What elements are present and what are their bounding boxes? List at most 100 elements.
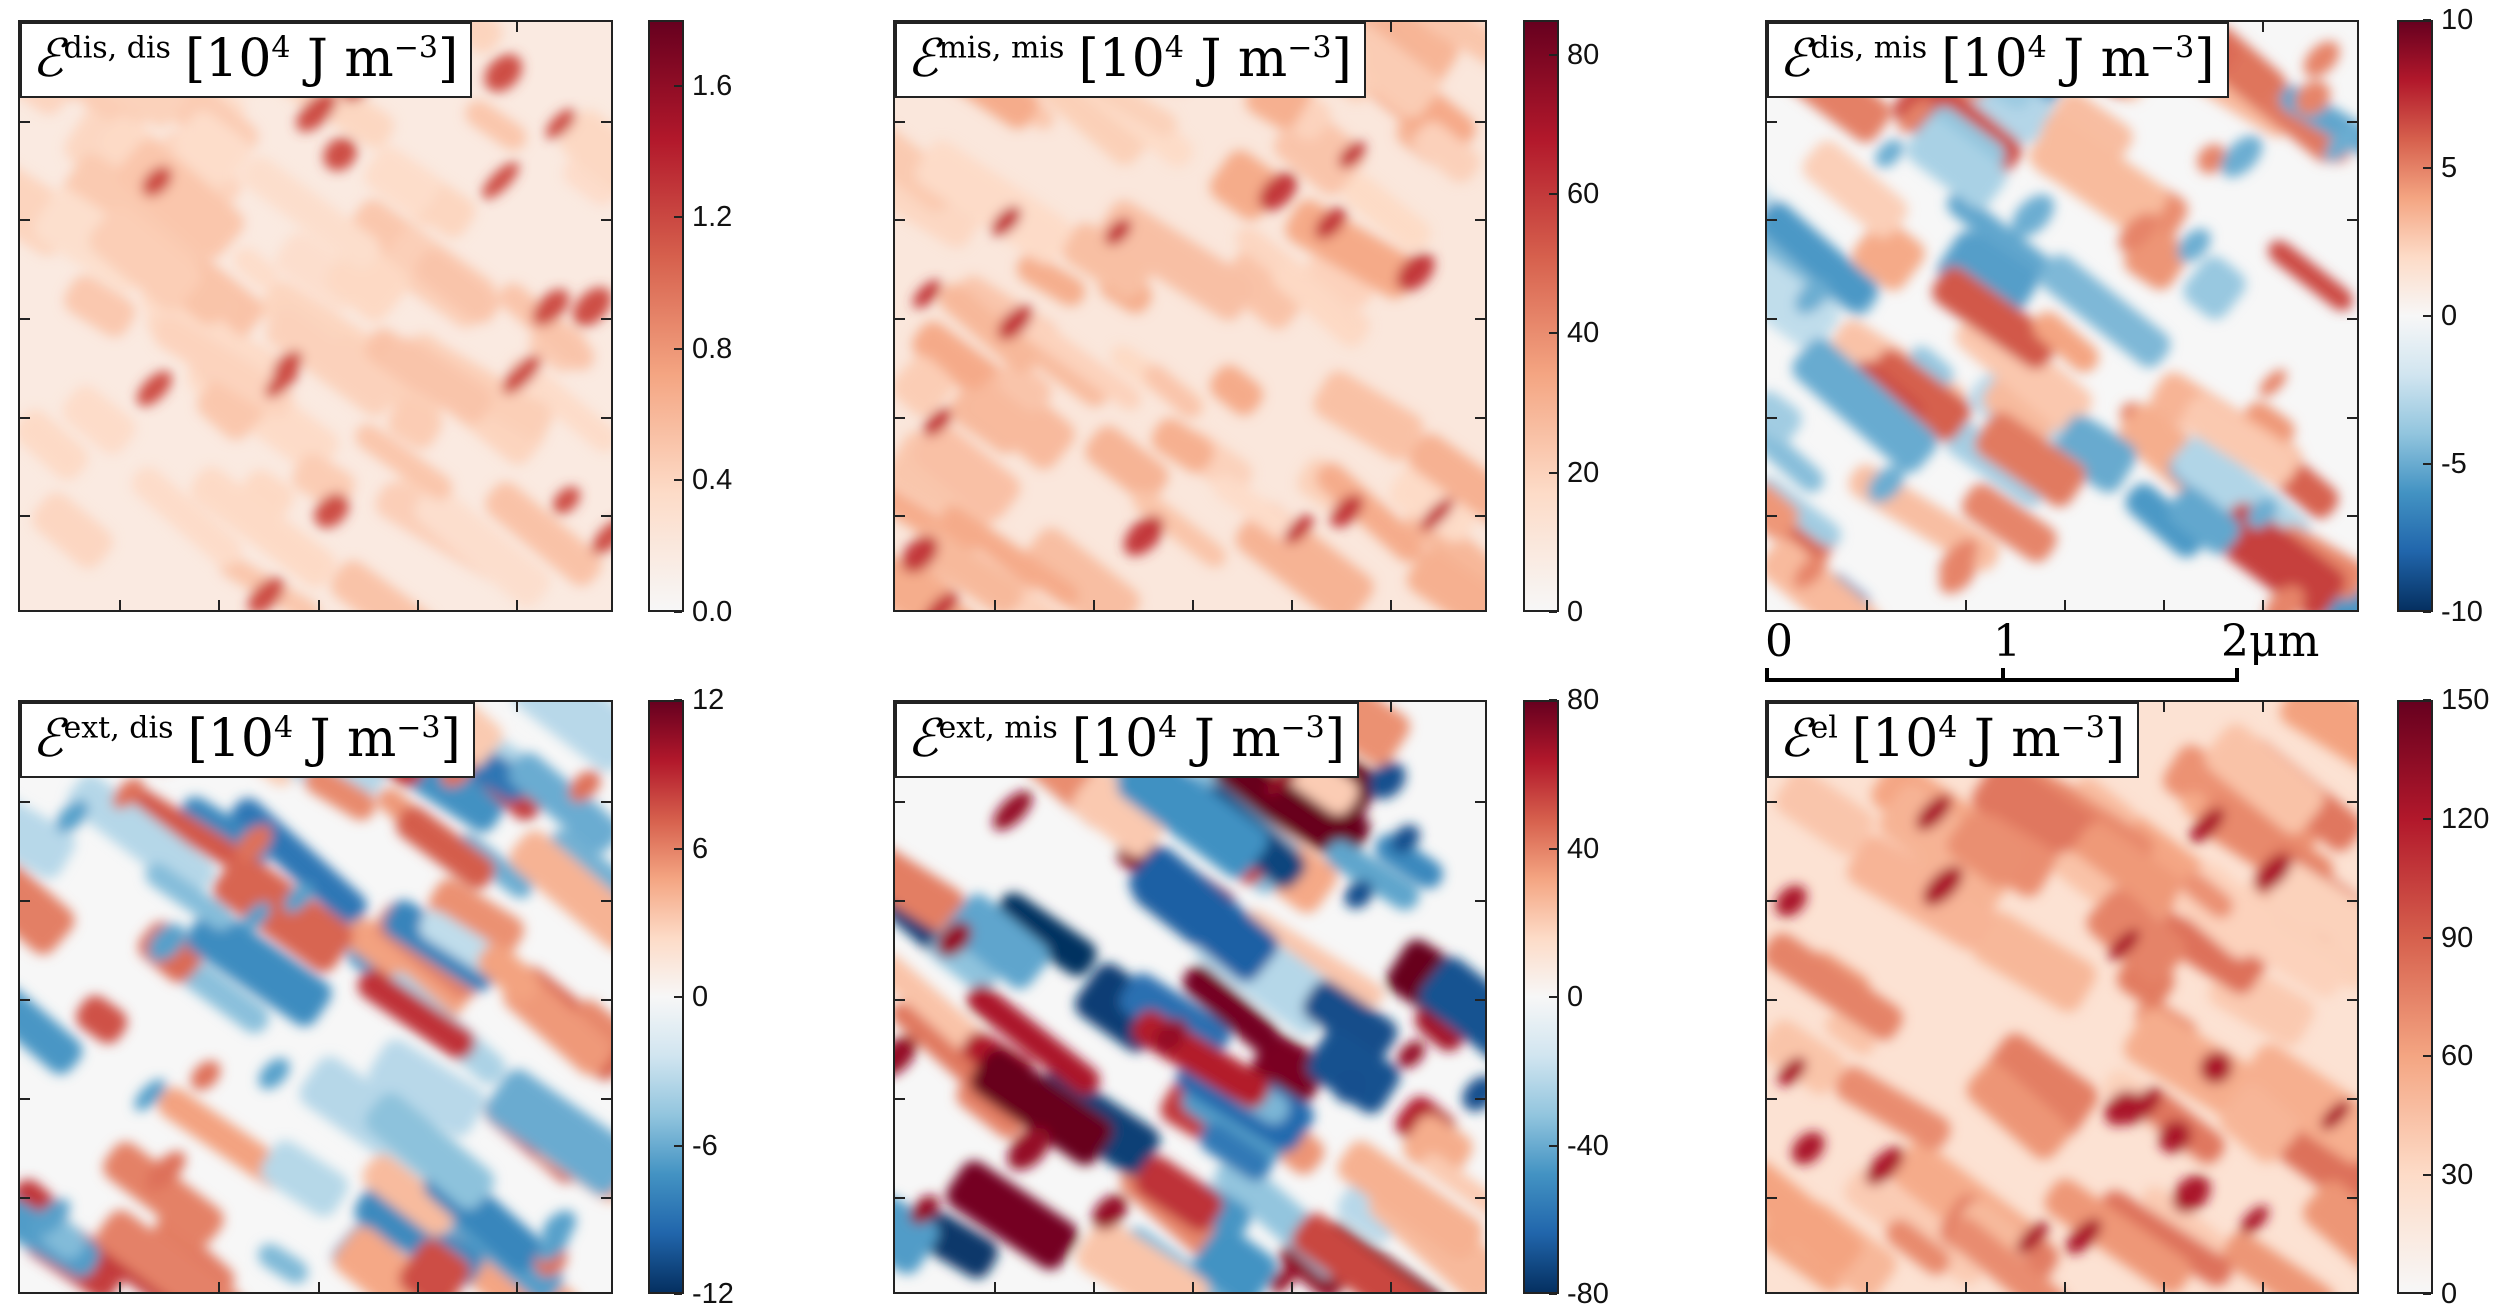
panel-title-label-unit-mid: J m: [1957, 709, 2061, 769]
axis-tick: [2347, 1098, 2357, 1100]
axis-tick: [2262, 600, 2264, 610]
colorbar-tick-mark: [1549, 53, 1557, 56]
colorbar: [1523, 20, 1559, 612]
axis-tick: [895, 900, 905, 902]
axis-tick: [1767, 900, 1777, 902]
domain-patch: [67, 774, 215, 898]
axis-tick: [515, 702, 518, 712]
domain-patch: [171, 953, 269, 1033]
hot-spot: [2240, 1205, 2269, 1234]
axis-tick: [20, 1197, 30, 1199]
colorbar-tick-label: -10: [2441, 596, 2483, 628]
domain-patch: [330, 560, 435, 610]
axis-tick: [20, 801, 30, 803]
panel-title-label-sup: el: [1810, 710, 1838, 746]
axis-tick: [218, 600, 221, 610]
hot-spot: [895, 1036, 917, 1077]
colorbar-tick-mark: [2423, 1293, 2431, 1295]
domain-patch: [2099, 1190, 2232, 1287]
hot-spot: [936, 921, 972, 957]
hot-spot: [1419, 497, 1454, 532]
panel-title-label-unit-exp2: −3: [1287, 30, 1332, 66]
colorbar-tick-mark: [1549, 1144, 1557, 1147]
axis-tick: [1291, 600, 1293, 610]
domain-patch: [1076, 1219, 1209, 1292]
colorbar-tick-mark: [674, 479, 682, 482]
domain-patch: [1316, 463, 1424, 563]
hot-spot: [502, 355, 541, 395]
colorbar-tick-mark: [1549, 332, 1557, 335]
hot-spot: [2220, 135, 2263, 178]
panel-title-label-symbol: ℰ: [907, 709, 939, 769]
hot-spot: [242, 902, 271, 931]
domain-patch: [1402, 1114, 1473, 1182]
hot-spot: [1777, 1057, 1807, 1086]
domain-patch: [1128, 846, 1279, 982]
domain-patch: [499, 283, 595, 371]
colorbar-tick-mark: [2423, 611, 2431, 613]
panel-title-label-unit-prefix: [10: [1851, 709, 1939, 769]
hot-spot: [1344, 879, 1374, 909]
panel-title-label-unit-prefix: [10: [187, 709, 274, 769]
hot-spot: [1775, 885, 1807, 917]
hot-spot: [2303, 41, 2340, 78]
domain-patch: [145, 863, 233, 931]
axis-tick: [2347, 120, 2357, 123]
axis-tick: [2262, 702, 2264, 712]
domain-patch: [258, 1243, 308, 1284]
domain-patch: [190, 466, 337, 588]
axis-tick: [1965, 1282, 1967, 1292]
domain-patch: [2029, 117, 2168, 236]
domain-patch: [1019, 527, 1140, 610]
domain-patch: [895, 355, 954, 417]
domain-patch: [1886, 1219, 1950, 1275]
hot-spot: [1258, 172, 1298, 211]
domain-patch: [2181, 395, 2297, 485]
domain-patch: [368, 1039, 486, 1137]
colorbar-tick-label: 5: [2441, 152, 2458, 184]
hot-spot: [148, 923, 186, 962]
domain-patch: [304, 765, 376, 821]
panel-title-label-symbol: ℰ: [32, 29, 64, 89]
colorbar-tick-mark: [674, 84, 682, 87]
heatmap: ℰext, dis [104 J m−3]: [18, 700, 613, 1294]
domain-patch: [76, 995, 128, 1044]
axis-tick: [601, 1197, 611, 1199]
domain-patch: [1847, 835, 1997, 951]
axis-tick: [1475, 1098, 1485, 1100]
colorbar-tick-mark: [1549, 996, 1557, 998]
axis-tick: [1291, 1282, 1293, 1292]
domain-patch: [1983, 1033, 2098, 1137]
panel-title-label-unit-prefix: [10: [184, 29, 272, 89]
scale-bar: 0 1 2 μm: [1765, 620, 2415, 700]
domain-patch: [1313, 371, 1424, 461]
hot-spot: [136, 371, 172, 407]
domain-patch: [1767, 254, 1840, 351]
panel-title-label-unit-suffix: ]: [2104, 709, 2126, 769]
panel-title-label-symbol: ℰ: [32, 709, 64, 769]
colorbar-tick-label: 80: [1567, 684, 1600, 716]
domain-patch: [477, 943, 540, 1003]
colorbar-tick-label: 90: [2441, 921, 2474, 954]
domain-patch: [2280, 702, 2357, 793]
colorbar-tick-label: 60: [2441, 1040, 2474, 1073]
domain-patch: [563, 157, 611, 206]
domain-patch: [153, 316, 294, 417]
axis-tick: [601, 318, 611, 320]
axis-tick: [1767, 416, 1777, 419]
colorbar-tick-label: 120: [2441, 802, 2490, 835]
axis-tick: [895, 1197, 905, 1199]
domain-patch: [1767, 408, 1824, 493]
colorbar-tick-mark: [1549, 471, 1557, 474]
axis-tick: [2347, 219, 2357, 222]
colorbar-tick-label: 40: [1567, 832, 1600, 865]
colorbar-tick-mark: [674, 699, 682, 701]
colorbar-tick-label: 0: [2441, 300, 2458, 332]
heatmap: ℰel [104 J m−3]: [1765, 700, 2359, 1294]
panel-title-label-unit-suffix: ]: [440, 709, 461, 769]
domain-patch: [1767, 538, 1882, 610]
axis-tick: [20, 416, 30, 419]
panel-title-label-sup: ext, dis: [63, 710, 174, 746]
domain-patch: [1767, 1020, 1845, 1095]
domain-patch: [1343, 174, 1431, 252]
